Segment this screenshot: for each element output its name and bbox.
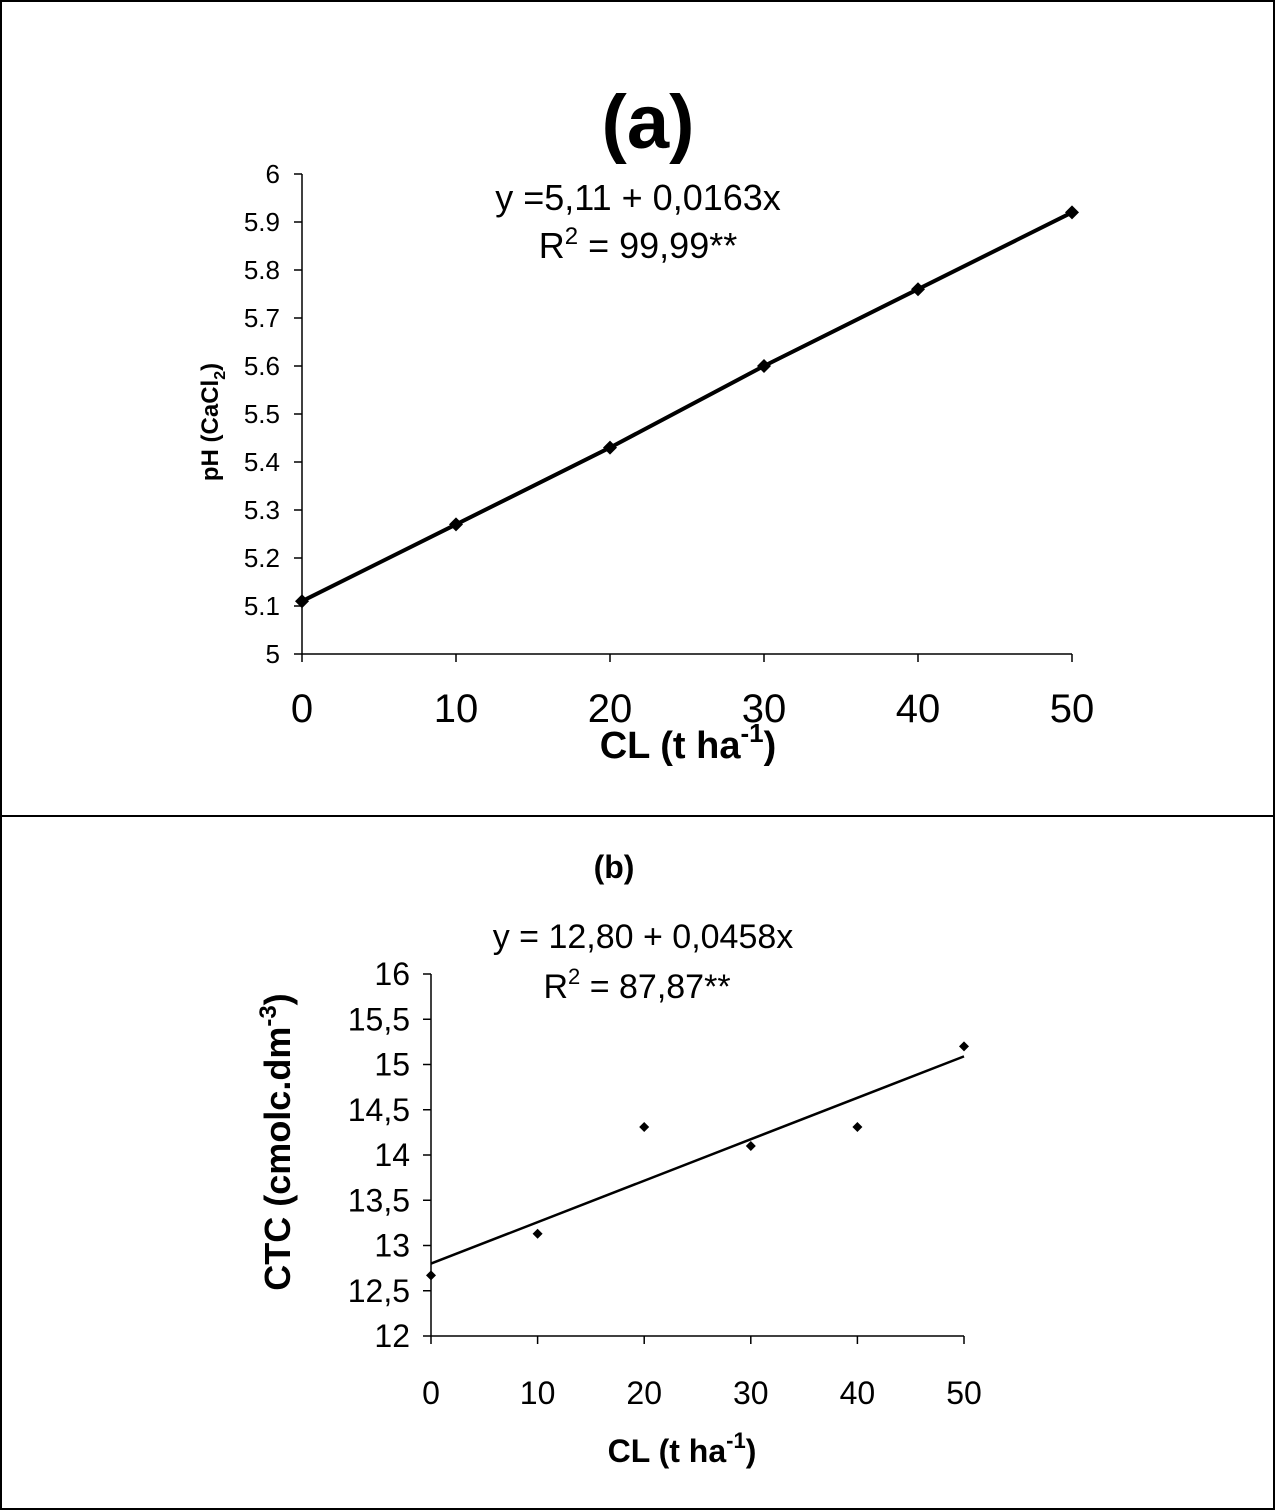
chart-b-xlabel-end: ) [746,1433,757,1469]
chart-b-ylabel-sup: -3 [255,1005,282,1026]
chart-b-r2: R2 = 87,87** [543,964,730,1006]
chart-a-y-tick-label: 5.6 [244,351,280,381]
chart-b-equation: y = 12,80 + 0,0458x [493,918,794,956]
chart-a-ylabel-sub: 2 [212,371,229,380]
chart-a-y-tick-label: 5.7 [244,303,280,333]
chart-a-x-tick-label: 10 [434,687,479,731]
chart-a-data-point [295,594,309,609]
chart-b-y-axis-label: CTC (cmolc.dm-3) [255,993,298,1290]
chart-a-y-tick-label: 5.2 [244,543,280,573]
chart-a-y-tick-label: 5.8 [244,255,280,285]
chart-b-r2-exp: 2 [568,964,580,989]
chart-b-y-tick-label: 14,5 [348,1092,410,1128]
chart-b-data-point [532,1228,543,1239]
chart-a-x-tick-label: 40 [896,687,941,731]
chart-b-ylabel-end: ) [257,993,298,1005]
chart-a-y-tick-label: 6 [266,159,280,189]
chart-b-data-point [745,1140,756,1151]
chart-b-data-point [959,1041,969,1052]
chart-b-trend-line [430,1055,965,1265]
chart-b-y-tick-label: 13,5 [348,1182,410,1218]
chart-b-x-tick-label: 50 [946,1375,982,1411]
chart-b-data-point [852,1121,863,1132]
chart-a-y-tick-label: 5.4 [244,447,280,477]
chart-a-y-tick-label: 5.5 [244,399,280,429]
chart-a-x-tick-label: 50 [1050,687,1095,731]
chart-b-r2-label: R [543,968,568,1006]
chart-a-y-tick-label: 5.1 [244,591,280,621]
chart-b-x-tick-label: 10 [520,1375,556,1411]
chart-b-x-tick-label: 30 [733,1375,769,1411]
chart-a: (a) y =5,11 + 0,0163x R2 = 99,99** pH (C… [197,80,1094,767]
chart-b-y-tick-label: 15 [374,1047,410,1083]
chart-b-xlabel-main: CL (t ha [608,1433,727,1469]
chart-a-x-tick-label: 30 [742,687,787,731]
chart-b-y-tick-label: 12 [374,1318,410,1354]
chart-b-r2-value: = 87,87** [580,968,730,1006]
chart-a-data-point [603,440,617,455]
chart-b-y-tick-label: 15,5 [348,1001,410,1037]
chart-a-r2-value: = 99,99** [578,225,737,266]
chart-b-data-point [639,1121,650,1132]
chart-a-y-tick-label: 5.9 [244,207,280,237]
chart-a-y-tick-label: 5.3 [244,495,280,525]
chart-a-y-axis-label: pH (CaCl2) [197,363,229,481]
chart-b-ylabel-main: CTC (cmolc.dm [257,1027,298,1291]
chart-b: (b) y = 12,80 + 0,0458x R2 = 87,87** CTC… [255,849,982,1469]
chart-b-y-tick-label: 13 [374,1228,410,1264]
chart-a-data-point [449,517,463,532]
chart-b-y-tick-label: 16 [374,956,410,992]
chart-a-equation: y =5,11 + 0,0163x [495,177,781,218]
chart-a-xlabel-main: CL (t ha [600,725,742,767]
chart-a-ylabel-end: ) [197,363,224,371]
chart-a-r2-label: R [539,225,565,266]
chart-a-xlabel-end: ) [764,725,777,767]
chart-a-data-point [911,282,925,297]
chart-b-data-point [426,1270,436,1281]
chart-a-r2: R2 = 99,99** [539,223,738,266]
chart-a-r2-exp: 2 [565,223,578,250]
chart-a-y-tick-label: 5 [266,639,280,669]
chart-a-x-tick-label: 20 [588,687,633,731]
chart-a-data-point [1065,205,1079,220]
chart-b-xlabel-sup: -1 [726,1428,746,1453]
chart-b-x-tick-label: 20 [626,1375,662,1411]
chart-b-title: (b) [594,849,635,885]
chart-a-series-line [301,210,1073,603]
chart-b-x-tick-label: 0 [422,1375,440,1411]
chart-a-data-point [757,359,771,373]
chart-b-y-tick-label: 12,5 [348,1273,410,1309]
chart-a-title: (a) [602,80,695,165]
chart-a-x-tick-label: 0 [291,687,313,731]
chart-b-x-tick-label: 40 [840,1375,876,1411]
chart-a-ylabel-main: pH (CaCl [197,380,224,481]
chart-a-xlabel-sup: -1 [740,718,763,748]
chart-a-x-axis-label: CL (t ha-1) [600,718,777,767]
chart-b-x-axis-label: CL (t ha-1) [608,1428,757,1469]
chart-b-y-tick-label: 14 [374,1137,410,1173]
